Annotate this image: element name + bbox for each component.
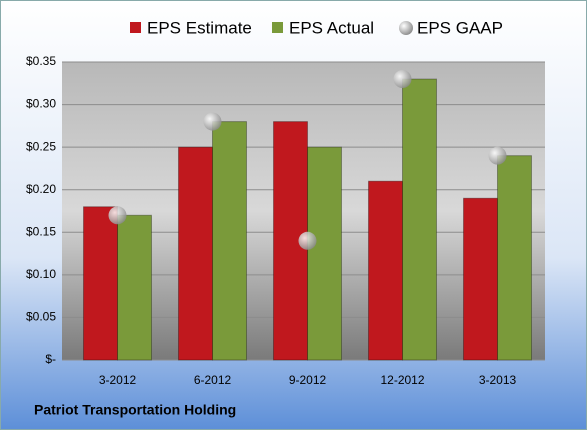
gaap-marker xyxy=(393,70,412,89)
bar xyxy=(212,121,247,361)
chart-title: Patriot Transportation Holding xyxy=(34,402,236,418)
bar xyxy=(178,146,213,361)
bar xyxy=(497,155,532,361)
y-tick-label: $0.15 xyxy=(26,224,56,238)
gaap-marker xyxy=(108,206,127,225)
bar xyxy=(83,206,118,361)
gaap-marker xyxy=(488,146,507,165)
y-tick-label: $0.20 xyxy=(26,182,56,196)
legend-label: EPS Estimate xyxy=(147,18,252,37)
bar xyxy=(402,78,437,361)
bar xyxy=(368,180,403,361)
y-tick-label: $0.25 xyxy=(26,139,56,153)
legend-swatch xyxy=(130,22,141,33)
legend-swatch xyxy=(399,21,413,35)
x-tick-label: 6-2012 xyxy=(194,373,232,387)
y-tick-label: $0.05 xyxy=(26,310,56,324)
x-tick-label: 12-2012 xyxy=(380,373,424,387)
bar xyxy=(463,197,498,361)
bar xyxy=(307,146,342,361)
y-tick-label: $- xyxy=(45,352,56,366)
y-tick-label: $0.35 xyxy=(26,54,56,68)
gaap-marker xyxy=(203,112,222,131)
y-tick-label: $0.30 xyxy=(26,97,56,111)
gaap-marker xyxy=(298,231,317,250)
legend-label: EPS Actual xyxy=(289,18,374,37)
x-tick-label: 3-2013 xyxy=(479,373,517,387)
bar xyxy=(117,214,152,361)
legend-label: EPS GAAP xyxy=(417,18,503,37)
x-tick-label: 9-2012 xyxy=(289,373,327,387)
legend-swatch xyxy=(272,22,283,33)
x-tick-label: 3-2012 xyxy=(99,373,137,387)
y-tick-label: $0.10 xyxy=(26,267,56,281)
